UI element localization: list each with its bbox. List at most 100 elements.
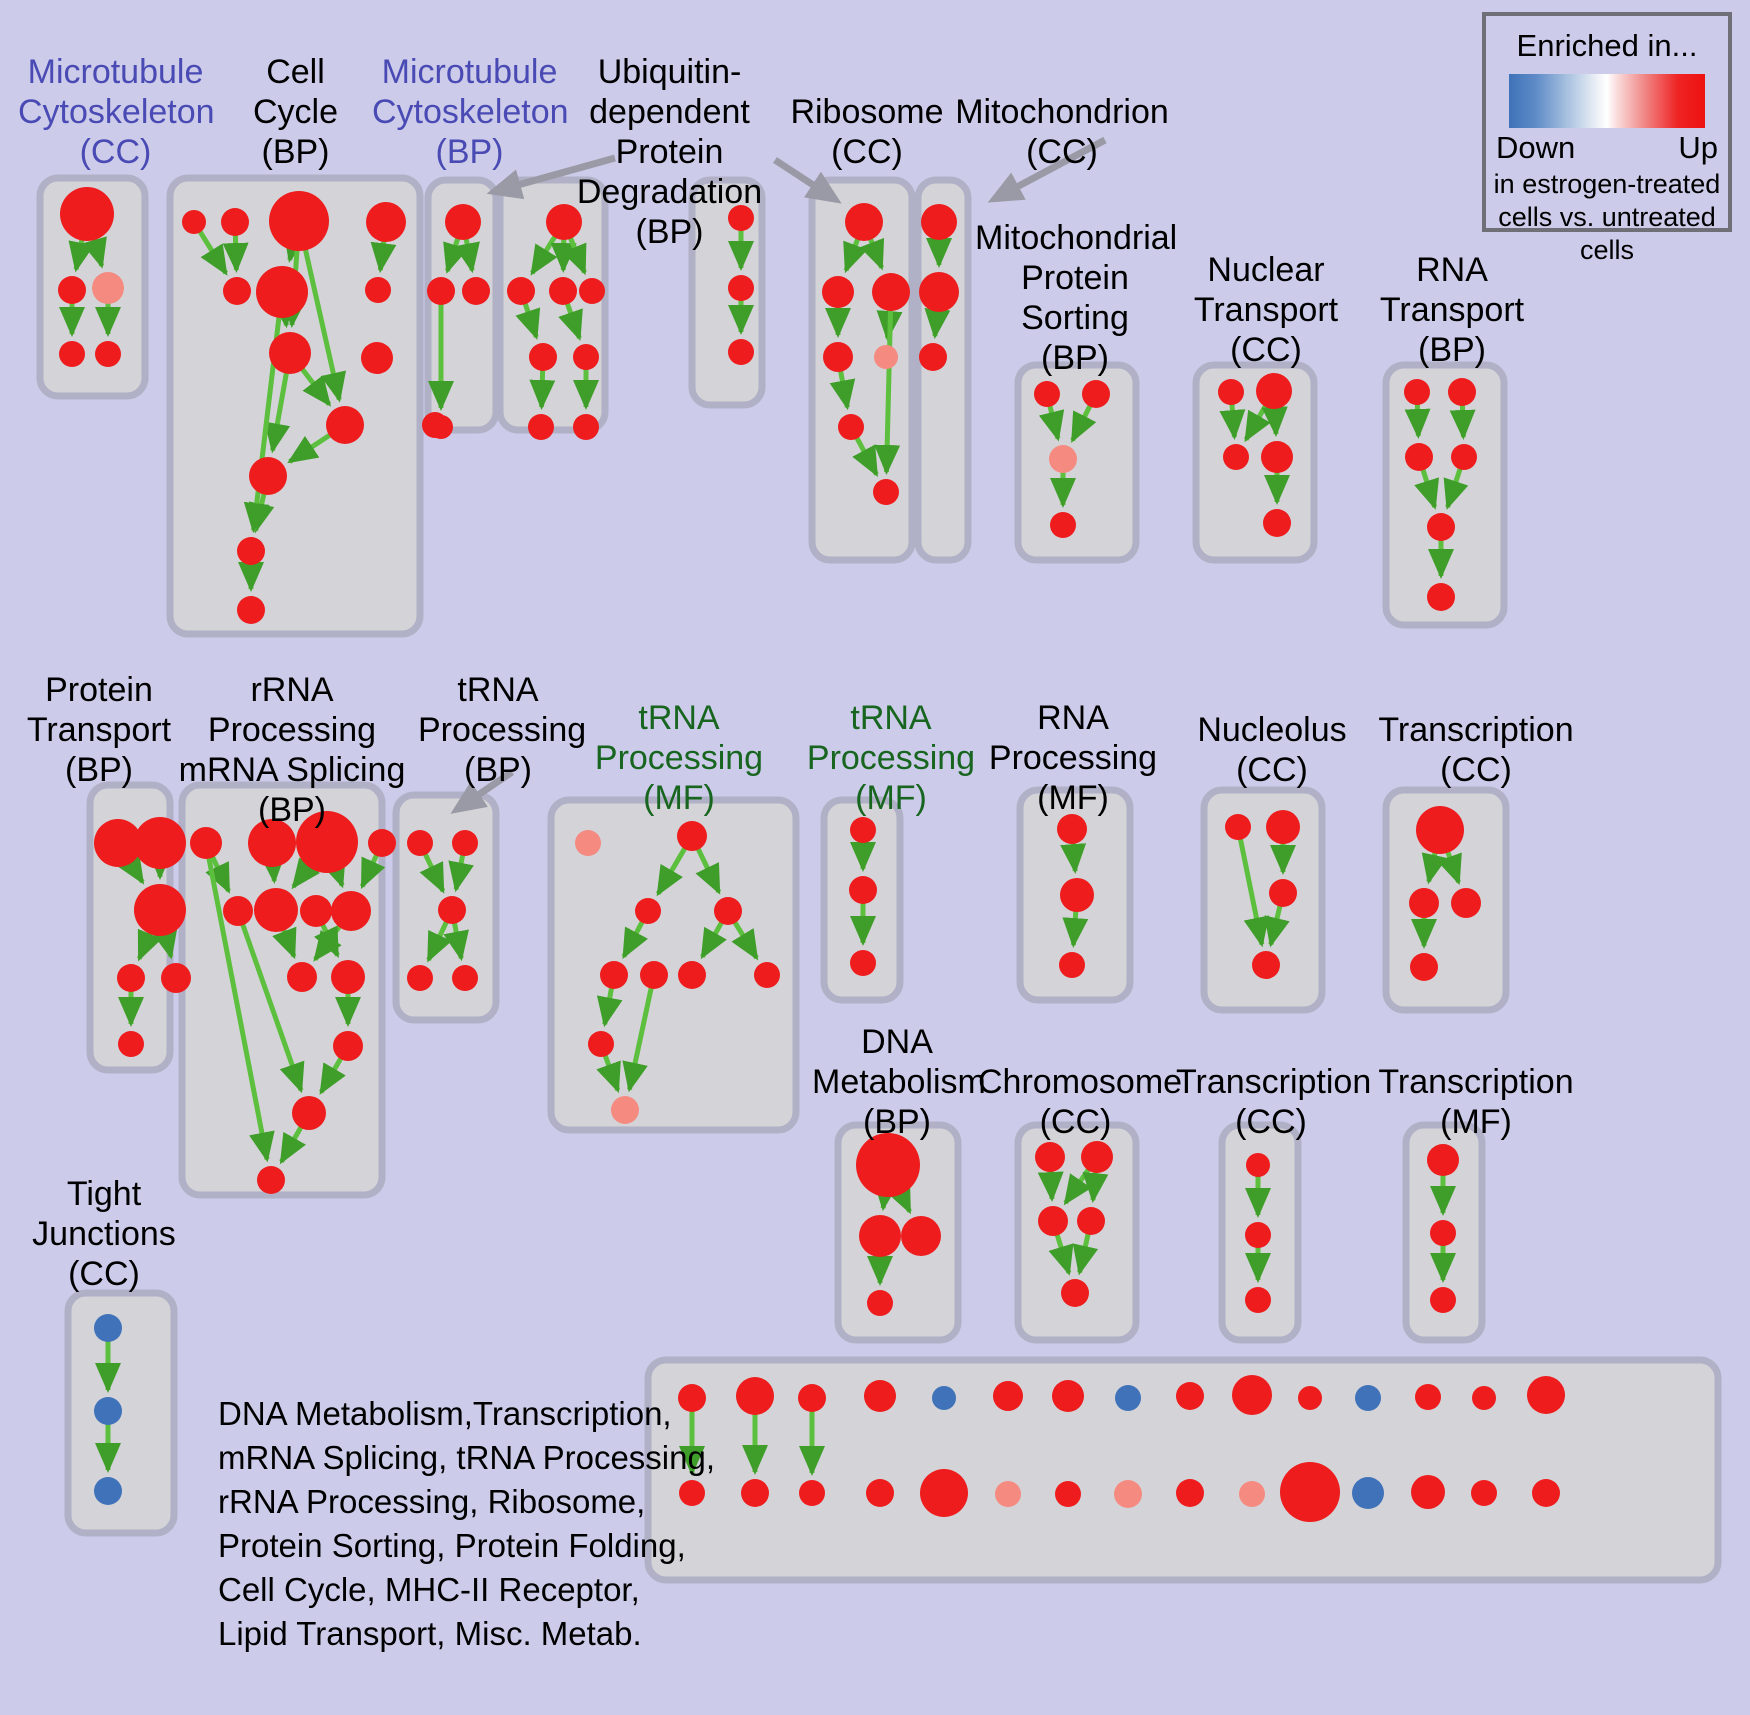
go-term-node[interactable] — [798, 1384, 826, 1412]
go-term-node[interactable] — [1298, 1386, 1322, 1410]
go-term-node[interactable] — [438, 896, 466, 924]
go-term-node[interactable] — [859, 1215, 901, 1257]
go-term-node[interactable] — [256, 266, 308, 318]
go-term-node[interactable] — [1448, 378, 1476, 406]
go-term-node[interactable] — [257, 1166, 285, 1194]
go-term-node[interactable] — [427, 277, 455, 305]
go-term-node[interactable] — [873, 479, 899, 505]
go-term-node[interactable] — [1416, 806, 1464, 854]
go-term-node[interactable] — [573, 414, 599, 440]
go-term-node[interactable] — [1261, 441, 1293, 473]
go-term-node[interactable] — [1266, 810, 1300, 844]
go-term-node[interactable] — [249, 457, 287, 495]
go-term-node[interactable] — [867, 1290, 893, 1316]
go-term-node[interactable] — [1223, 444, 1249, 470]
go-term-node[interactable] — [331, 891, 371, 931]
go-term-node[interactable] — [365, 277, 391, 303]
go-term-node[interactable] — [221, 208, 249, 236]
go-term-node[interactable] — [1527, 1376, 1565, 1414]
go-term-node[interactable] — [529, 343, 557, 371]
go-term-node[interactable] — [823, 342, 853, 372]
go-term-node[interactable] — [546, 204, 582, 240]
go-term-node[interactable] — [678, 961, 706, 989]
go-term-node[interactable] — [874, 345, 898, 369]
go-term-node[interactable] — [254, 888, 298, 932]
go-term-node[interactable] — [1055, 1481, 1081, 1507]
go-term-node[interactable] — [1256, 373, 1292, 409]
go-term-node[interactable] — [134, 884, 186, 936]
go-term-node[interactable] — [366, 202, 406, 242]
go-term-node[interactable] — [575, 830, 601, 856]
go-term-node[interactable] — [678, 1384, 706, 1412]
go-term-node[interactable] — [368, 829, 396, 857]
go-term-node[interactable] — [223, 896, 253, 926]
go-term-node[interactable] — [1355, 1385, 1381, 1411]
go-term-node[interactable] — [1472, 1386, 1496, 1410]
go-term-node[interactable] — [223, 277, 251, 305]
go-term-node[interactable] — [995, 1481, 1021, 1507]
go-term-node[interactable] — [269, 332, 311, 374]
go-term-node[interactable] — [1352, 1477, 1384, 1509]
go-term-node[interactable] — [850, 817, 876, 843]
go-term-node[interactable] — [59, 341, 85, 367]
go-term-node[interactable] — [1415, 1384, 1441, 1410]
go-term-node[interactable] — [864, 1380, 896, 1412]
go-term-node[interactable] — [741, 1479, 769, 1507]
go-term-node[interactable] — [754, 962, 780, 988]
go-term-node[interactable] — [407, 830, 433, 856]
go-term-node[interactable] — [117, 964, 145, 992]
go-term-node[interactable] — [95, 341, 121, 367]
go-term-node[interactable] — [1061, 1279, 1089, 1307]
go-term-node[interactable] — [611, 1096, 639, 1124]
go-term-node[interactable] — [579, 278, 605, 304]
go-term-node[interactable] — [296, 811, 358, 873]
go-term-node[interactable] — [1218, 379, 1244, 405]
go-term-node[interactable] — [1411, 1475, 1445, 1509]
go-term-node[interactable] — [872, 273, 910, 311]
go-term-node[interactable] — [919, 272, 959, 312]
go-term-node[interactable] — [549, 277, 577, 305]
go-term-node[interactable] — [1269, 879, 1297, 907]
go-term-node[interactable] — [845, 203, 883, 241]
go-term-node[interactable] — [1252, 951, 1280, 979]
go-term-node[interactable] — [1245, 1222, 1271, 1248]
go-term-node[interactable] — [1114, 1480, 1142, 1508]
go-term-node[interactable] — [92, 272, 124, 304]
go-term-node[interactable] — [1050, 512, 1076, 538]
go-term-node[interactable] — [333, 1031, 363, 1061]
go-term-node[interactable] — [1049, 445, 1077, 473]
go-term-node[interactable] — [1280, 1462, 1340, 1522]
go-term-node[interactable] — [429, 415, 453, 439]
go-term-node[interactable] — [1060, 878, 1094, 912]
go-term-node[interactable] — [407, 965, 433, 991]
go-term-node[interactable] — [326, 406, 364, 444]
go-term-node[interactable] — [452, 830, 478, 856]
go-term-node[interactable] — [728, 339, 754, 365]
go-term-node[interactable] — [331, 960, 365, 994]
go-term-node[interactable] — [919, 343, 947, 371]
go-term-node[interactable] — [237, 596, 265, 624]
go-term-node[interactable] — [1451, 888, 1481, 918]
go-term-node[interactable] — [679, 1480, 705, 1506]
go-term-node[interactable] — [635, 898, 661, 924]
go-term-node[interactable] — [1082, 380, 1110, 408]
go-term-node[interactable] — [94, 1477, 122, 1505]
go-term-node[interactable] — [1245, 1287, 1271, 1313]
go-term-node[interactable] — [736, 1377, 774, 1415]
go-term-node[interactable] — [300, 895, 332, 927]
go-term-node[interactable] — [714, 897, 742, 925]
go-term-node[interactable] — [1232, 1375, 1272, 1415]
go-term-node[interactable] — [1034, 381, 1060, 407]
go-term-node[interactable] — [1427, 1144, 1459, 1176]
go-term-node[interactable] — [1471, 1480, 1497, 1506]
go-term-node[interactable] — [1430, 1287, 1456, 1313]
go-term-node[interactable] — [462, 277, 490, 305]
go-term-node[interactable] — [993, 1381, 1023, 1411]
go-term-node[interactable] — [1035, 1142, 1065, 1172]
go-term-node[interactable] — [849, 876, 877, 904]
go-term-node[interactable] — [1410, 953, 1438, 981]
go-term-node[interactable] — [361, 342, 393, 374]
go-term-node[interactable] — [932, 1386, 956, 1410]
go-term-node[interactable] — [573, 344, 599, 370]
go-term-node[interactable] — [1077, 1207, 1105, 1235]
